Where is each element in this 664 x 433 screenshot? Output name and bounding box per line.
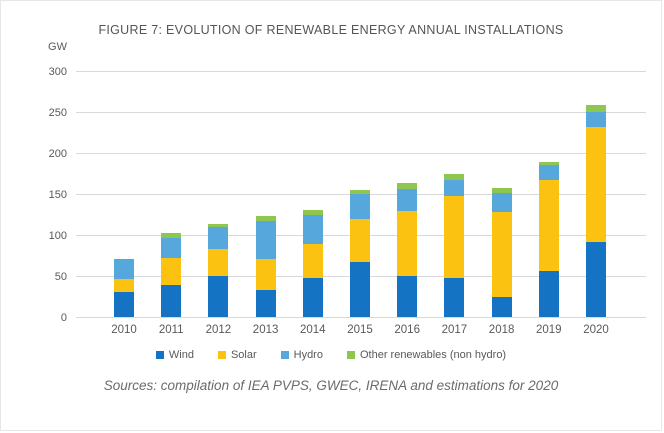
bar-segment-hydro-2012: [208, 226, 229, 249]
y-tick-label-0: 0: [60, 312, 67, 324]
bar-2020: [586, 105, 606, 317]
bar-segment-hydro-2013: [255, 221, 276, 259]
bar-segment-other-2019: [538, 162, 559, 166]
bar-segment-hydro-2016: [397, 189, 418, 212]
bar-2011: [161, 232, 182, 317]
y-tick-label-200: 200: [48, 148, 67, 160]
bar-2016: [397, 183, 418, 317]
x-tick-label-2018: 2018: [488, 324, 515, 336]
gridline-250: [76, 112, 646, 113]
bar-segment-other-2011: [161, 232, 182, 239]
bar-segment-other-2020: [586, 105, 606, 113]
x-tick-label-2011: 2011: [158, 324, 184, 336]
gridline-0: [76, 317, 646, 318]
bar-segment-wind-2017: [444, 278, 465, 317]
legend-swatch-other: [346, 351, 355, 359]
bar-segment-wind-2020: [586, 242, 606, 317]
y-tick-label-250: 250: [48, 107, 67, 119]
bar-segment-hydro-2019: [538, 165, 559, 181]
y-tick-label-150: 150: [48, 189, 67, 201]
x-tick-label-2019: 2019: [536, 324, 562, 336]
x-tick-label-2014: 2014: [300, 324, 326, 336]
bar-segment-solar-2011: [161, 257, 182, 286]
bar-segment-other-2015: [350, 189, 370, 195]
y-tick-label-300: 300: [48, 66, 67, 78]
bar-segment-hydro-2010: [114, 258, 134, 280]
bar-2019: [538, 162, 559, 317]
legend-swatch-solar: [217, 351, 226, 359]
bar-2014: [302, 209, 323, 317]
gridline-300: [76, 71, 646, 72]
bar-segment-hydro-2017: [444, 180, 465, 196]
bar-segment-solar-2017: [444, 195, 465, 279]
y-tick-label-50: 50: [54, 271, 67, 283]
x-tick-label-2013: 2013: [252, 324, 279, 336]
x-tick-label-2016: 2016: [394, 324, 420, 336]
legend-swatch-hydro: [280, 351, 289, 359]
legend-item-solar: Solar: [217, 349, 257, 361]
bar-segment-wind-2010: [114, 292, 134, 317]
legend-item-hydro: Hydro: [280, 349, 323, 361]
bar-segment-hydro-2018: [491, 193, 512, 213]
bar-segment-hydro-2020: [586, 112, 606, 127]
x-tick-label-2012: 2012: [205, 324, 232, 336]
chart-title: FIGURE 7: EVOLUTION OF RENEWABLE ENERGY …: [98, 23, 564, 37]
bar-segment-wind-2019: [538, 271, 559, 317]
bar-segment-other-2013: [255, 216, 276, 222]
bar-2017: [444, 174, 465, 317]
legend-label-hydro: Hydro: [293, 349, 323, 361]
bar-segment-wind-2018: [491, 296, 512, 317]
bar-segment-hydro-2011: [161, 238, 182, 258]
bar-segment-other-2012: [208, 223, 229, 227]
bar-2012: [208, 223, 229, 317]
bar-segment-solar-2014: [302, 244, 323, 278]
bar-segment-wind-2015: [350, 262, 370, 317]
y-axis-unit-label: GW: [48, 41, 67, 53]
bar-segment-solar-2018: [491, 212, 512, 297]
y-axis-labels: 0 50 100 150 200 250 300: [37, 66, 67, 324]
bar-segment-wind-2016: [397, 276, 418, 317]
bar-segment-solar-2016: [397, 211, 418, 276]
bar-segment-solar-2020: [586, 126, 606, 243]
legend-item-other: Other renewables (non hydro): [346, 349, 507, 361]
bar-segment-wind-2013: [255, 289, 276, 317]
bar-segment-wind-2012: [208, 276, 229, 317]
x-tick-label-2015: 2015: [347, 324, 373, 336]
bar-segment-solar-2012: [208, 248, 229, 276]
bar-segment-wind-2014: [302, 277, 323, 317]
legend-label-wind: Wind: [168, 349, 194, 361]
bar-segment-other-2014: [302, 209, 323, 215]
x-tick-label-2020: 2020: [583, 324, 609, 336]
x-tick-label-2010: 2010: [111, 324, 137, 336]
x-tick-label-2017: 2017: [441, 324, 468, 336]
bar-2018: [491, 188, 512, 317]
y-tick-label-100: 100: [48, 230, 67, 242]
bar-segment-solar-2010: [114, 279, 134, 293]
x-axis-labels: 2010 2011 2012 2013 2014 2015 2016 2017 2018 2019…: [76, 324, 646, 340]
legend-item-wind: Wind: [155, 349, 194, 361]
bar-2013: [255, 216, 276, 317]
bar-segment-hydro-2015: [350, 194, 370, 220]
source-text: Sources: compilation of IEA PVPS, GWEC, …: [103, 378, 559, 393]
bar-segment-other-2017: [444, 174, 465, 181]
legend: Wind Solar Hydro Other renewables (non hydr…: [1, 349, 661, 361]
bar-segment-wind-2011: [161, 285, 182, 317]
legend-label-other: Other renewables (non hydro): [359, 349, 507, 361]
legend-swatch-wind: [155, 351, 164, 359]
bar-2015: [350, 189, 370, 317]
gridline-200: [76, 153, 646, 154]
bar-2010: [114, 258, 134, 317]
bar-segment-solar-2013: [255, 258, 276, 290]
bar-segment-other-2016: [397, 183, 418, 190]
legend-label-solar: Solar: [230, 349, 257, 361]
bar-segment-solar-2015: [350, 219, 370, 263]
bar-segment-solar-2019: [538, 180, 559, 272]
plot-area: [76, 71, 646, 318]
bar-segment-other-2018: [491, 188, 512, 194]
bar-segment-hydro-2014: [302, 214, 323, 245]
